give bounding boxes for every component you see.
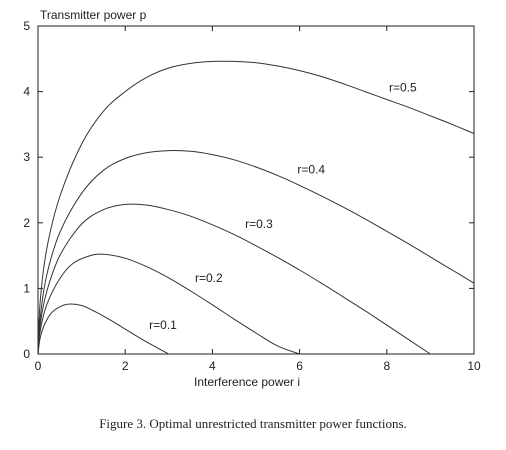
curve-group: [37, 60, 475, 355]
x-tick-label: 4: [209, 359, 216, 373]
series-line-r-0-2: [37, 253, 300, 355]
y-tick-label: 5: [23, 19, 30, 33]
y-tick-label: 2: [23, 216, 30, 230]
x-axis-label: Interference power i: [194, 375, 300, 389]
series-line-r-0-3: [37, 203, 431, 355]
y-tick-label: 0: [23, 347, 30, 361]
plot-frame: [37, 25, 475, 355]
x-tick-label: 8: [383, 359, 390, 373]
x-tick-label: 2: [122, 359, 129, 373]
y-tick-label: 4: [23, 85, 30, 99]
curve-label: r=0.1: [149, 318, 177, 332]
curve-label-group: r=0.5 r=0.4 r=0.3 r=0.2 r=0.1: [149, 81, 417, 332]
x-tick-label: 6: [296, 359, 303, 373]
tick-group: 0 2 4 6 8 10 0 1 2 3 4 5: [23, 19, 481, 373]
x-tick-label: 10: [467, 359, 481, 373]
figure-caption: Figure 3. Optimal unrestricted transmitt…: [99, 416, 407, 431]
y-axis-label: Transmitter power p: [40, 8, 147, 22]
series-line-r-0-4: [37, 150, 475, 355]
series-line-r-0-5: [37, 60, 475, 355]
y-tick-label: 3: [23, 150, 30, 164]
curve-label: r=0.5: [389, 81, 417, 95]
curve-label: r=0.3: [245, 217, 273, 231]
curve-label: r=0.4: [297, 163, 325, 177]
curve-label: r=0.2: [195, 271, 223, 285]
x-tick-label: 0: [35, 359, 42, 373]
series-line-r-0-1: [37, 303, 170, 355]
y-tick-label: 1: [23, 281, 30, 295]
